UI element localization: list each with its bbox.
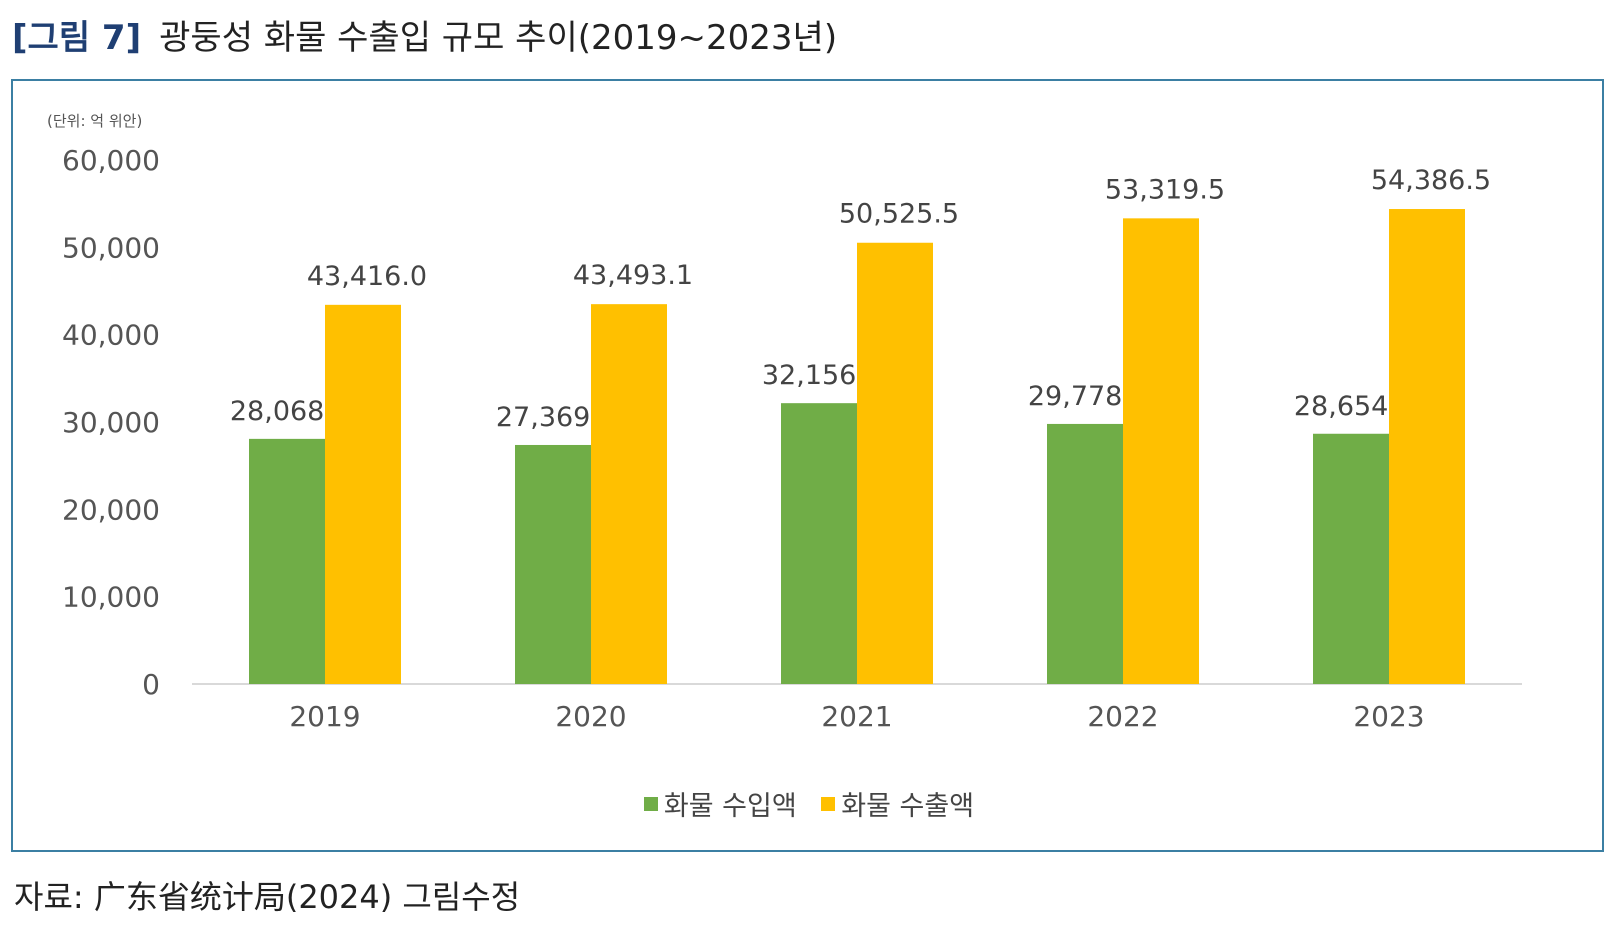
legend-label-export: 화물 수출액	[841, 791, 975, 822]
bar-import	[781, 403, 857, 684]
y-tick-label: 60,000	[62, 144, 160, 177]
figure-title-text: 광둥성 화물 수출입 규모 추이(2019~2023년)	[159, 18, 838, 58]
figure-label: [그림 7]	[12, 18, 142, 58]
bar-export	[1389, 209, 1465, 684]
legend-swatch-import	[643, 796, 658, 811]
x-tick-label: 2022	[1087, 700, 1158, 733]
chart-legend: 화물 수입액 화물 수출액	[0, 784, 1618, 823]
y-tick-label: 10,000	[62, 581, 160, 614]
source-note: 자료: 广东省统计局(2024) 그림수정	[14, 878, 521, 916]
data-label-export: 53,319.5	[1105, 174, 1225, 205]
legend-label-import: 화물 수입액	[663, 791, 797, 822]
bar-import	[1313, 433, 1389, 684]
y-tick-label: 40,000	[62, 319, 160, 352]
chart-frame	[11, 79, 1604, 852]
legend-item-import: 화물 수입액	[643, 784, 797, 823]
y-tick-label: 0	[142, 668, 160, 701]
x-tick-label: 2021	[821, 700, 892, 733]
bar-import	[1047, 423, 1123, 684]
bar-export	[591, 304, 667, 684]
y-tick-label: 30,000	[62, 406, 160, 439]
bar-export	[857, 242, 933, 685]
bar-export	[325, 304, 401, 684]
legend-item-export: 화물 수출액	[821, 784, 974, 823]
data-label-export: 50,525.5	[839, 199, 959, 230]
data-label-export: 54,386.5	[1371, 165, 1491, 196]
unit-note: (단위: 억 위안)	[47, 112, 143, 130]
figure-title: [그림 7] 광둥성 화물 수출입 규모 추이(2019~2023년)	[12, 10, 837, 59]
y-tick-label: 20,000	[62, 493, 160, 526]
x-tick-label: 2020	[555, 700, 626, 733]
legend-swatch-export	[821, 796, 836, 811]
bar-import	[515, 444, 591, 684]
x-tick-label: 2019	[289, 700, 360, 733]
bar-export	[1123, 218, 1199, 685]
y-tick-label: 50,000	[62, 231, 160, 264]
data-label-export: 43,493.1	[573, 260, 693, 291]
bar-import	[249, 438, 325, 684]
x-tick-label: 2023	[1353, 700, 1424, 733]
data-label-export: 43,416.0	[307, 261, 427, 292]
